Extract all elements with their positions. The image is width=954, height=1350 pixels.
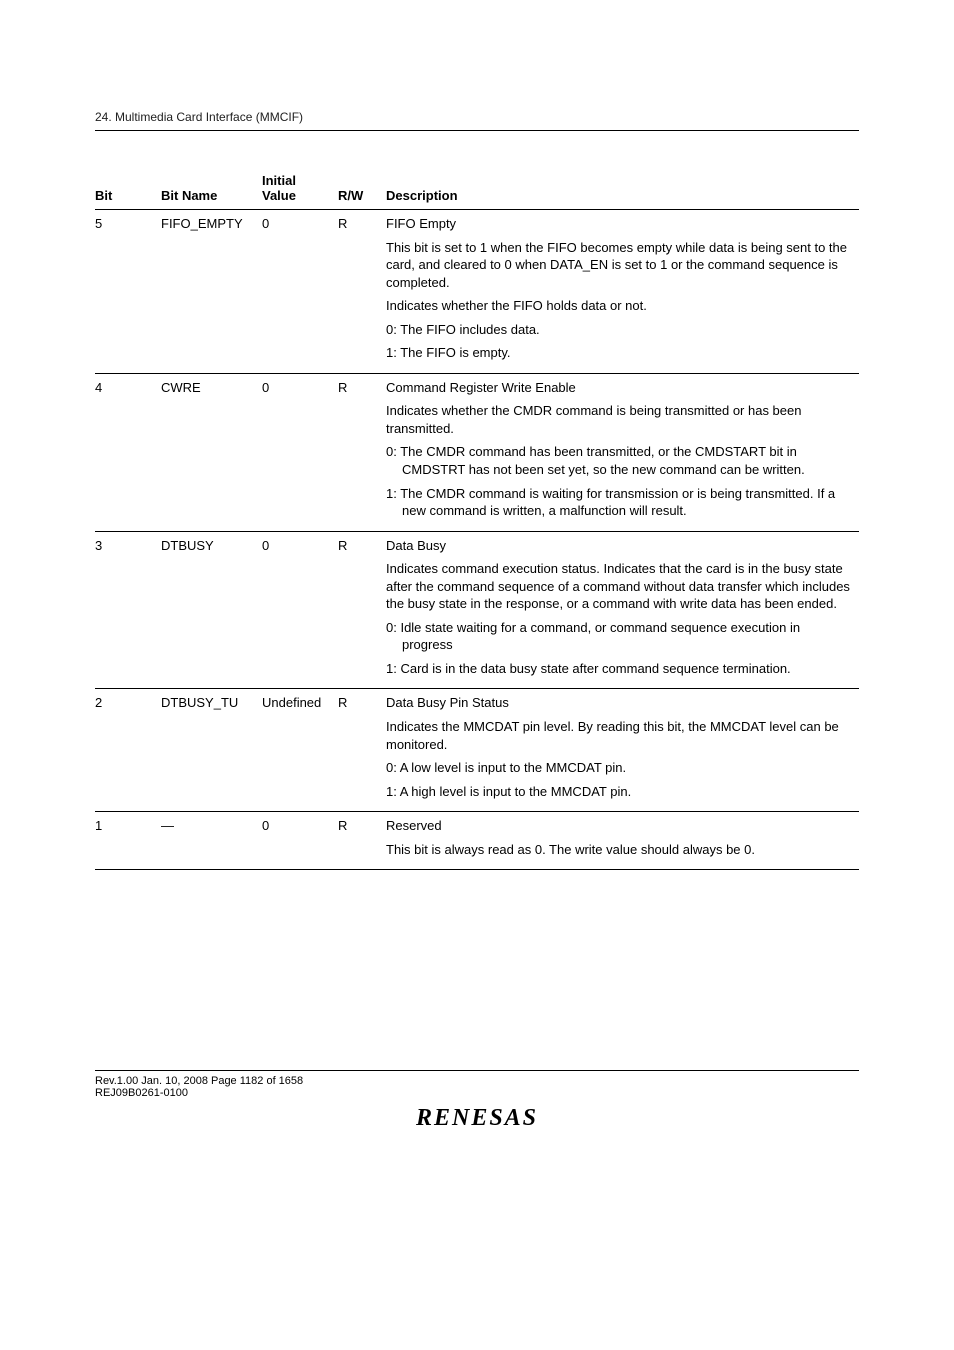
desc-line: Data Busy Pin Status (386, 694, 853, 712)
cell-bitname: FIFO_EMPTY (161, 210, 262, 374)
cell-bitname: CWRE (161, 373, 262, 531)
cell-bitname: DTBUSY_TU (161, 689, 262, 812)
desc-line: Reserved (386, 817, 853, 835)
desc-line: This bit is always read as 0. The write … (386, 841, 853, 859)
cell-description: Command Register Write Enable Indicates … (386, 373, 859, 531)
cell-description: Reserved This bit is always read as 0. T… (386, 812, 859, 870)
desc-line: 1: The CMDR command is waiting for trans… (386, 485, 853, 520)
cell-initval: 0 (262, 531, 338, 689)
cell-initval: 0 (262, 210, 338, 374)
cell-initval: 0 (262, 812, 338, 870)
cell-description: Data Busy Indicates command execution st… (386, 531, 859, 689)
cell-bit: 4 (95, 373, 161, 531)
cell-rw: R (338, 373, 386, 531)
cell-initval: 0 (262, 373, 338, 531)
col-header-initval: Initial Value (262, 169, 338, 210)
cell-bitname: — (161, 812, 262, 870)
desc-line: Indicates the MMCDAT pin level. By readi… (386, 718, 853, 753)
desc-line: 0: The CMDR command has been transmitted… (386, 443, 853, 478)
cell-initval: Undefined (262, 689, 338, 812)
col-header-rw: R/W (338, 169, 386, 210)
desc-line: Indicates whether the CMDR command is be… (386, 402, 853, 437)
table-row: 3 DTBUSY 0 R Data Busy Indicates command… (95, 531, 859, 689)
footer-revision: Rev.1.00 Jan. 10, 2008 Page 1182 of 1658 (95, 1075, 859, 1087)
col-header-description: Description (386, 169, 859, 210)
desc-line: 1: The FIFO is empty. (386, 344, 853, 362)
desc-line: This bit is set to 1 when the FIFO becom… (386, 239, 853, 292)
desc-line: 1: A high level is input to the MMCDAT p… (386, 783, 853, 801)
table-row: 2 DTBUSY_TU Undefined R Data Busy Pin St… (95, 689, 859, 812)
bit-description-table: Bit Bit Name Initial Value R/W Descripti… (95, 169, 859, 870)
cell-rw: R (338, 531, 386, 689)
desc-line: 1: Card is in the data busy state after … (386, 660, 853, 678)
renesas-logo: RENESAS (416, 1105, 538, 1131)
cell-description: FIFO Empty This bit is set to 1 when the… (386, 210, 859, 374)
section-title: 24. Multimedia Card Interface (MMCIF) (95, 110, 303, 124)
cell-bit: 3 (95, 531, 161, 689)
desc-line: Command Register Write Enable (386, 379, 853, 397)
footer-docid: REJ09B0261-0100 (95, 1087, 859, 1099)
table-end-rule (95, 870, 859, 871)
table-row: 4 CWRE 0 R Command Register Write Enable… (95, 373, 859, 531)
table-row: 5 FIFO_EMPTY 0 R FIFO Empty This bit is … (95, 210, 859, 374)
cell-rw: R (338, 210, 386, 374)
desc-line: 0: Idle state waiting for a command, or … (386, 619, 853, 654)
cell-rw: R (338, 812, 386, 870)
cell-bit: 1 (95, 812, 161, 870)
cell-description: Data Busy Pin Status Indicates the MMCDA… (386, 689, 859, 812)
desc-line: 0: A low level is input to the MMCDAT pi… (386, 759, 853, 777)
desc-line: Indicates command execution status. Indi… (386, 560, 853, 613)
desc-line: Data Busy (386, 537, 853, 555)
col-header-bit: Bit (95, 169, 161, 210)
cell-bitname: DTBUSY (161, 531, 262, 689)
cell-bit: 5 (95, 210, 161, 374)
desc-line: Indicates whether the FIFO holds data or… (386, 297, 853, 315)
cell-rw: R (338, 689, 386, 812)
section-header: 24. Multimedia Card Interface (MMCIF) (95, 110, 859, 131)
col-header-bitname: Bit Name (161, 169, 262, 210)
page-footer: Rev.1.00 Jan. 10, 2008 Page 1182 of 1658… (95, 1070, 859, 1132)
desc-line: FIFO Empty (386, 215, 853, 233)
desc-line: 0: The FIFO includes data. (386, 321, 853, 339)
table-row: 1 — 0 R Reserved This bit is always read… (95, 812, 859, 870)
cell-bit: 2 (95, 689, 161, 812)
